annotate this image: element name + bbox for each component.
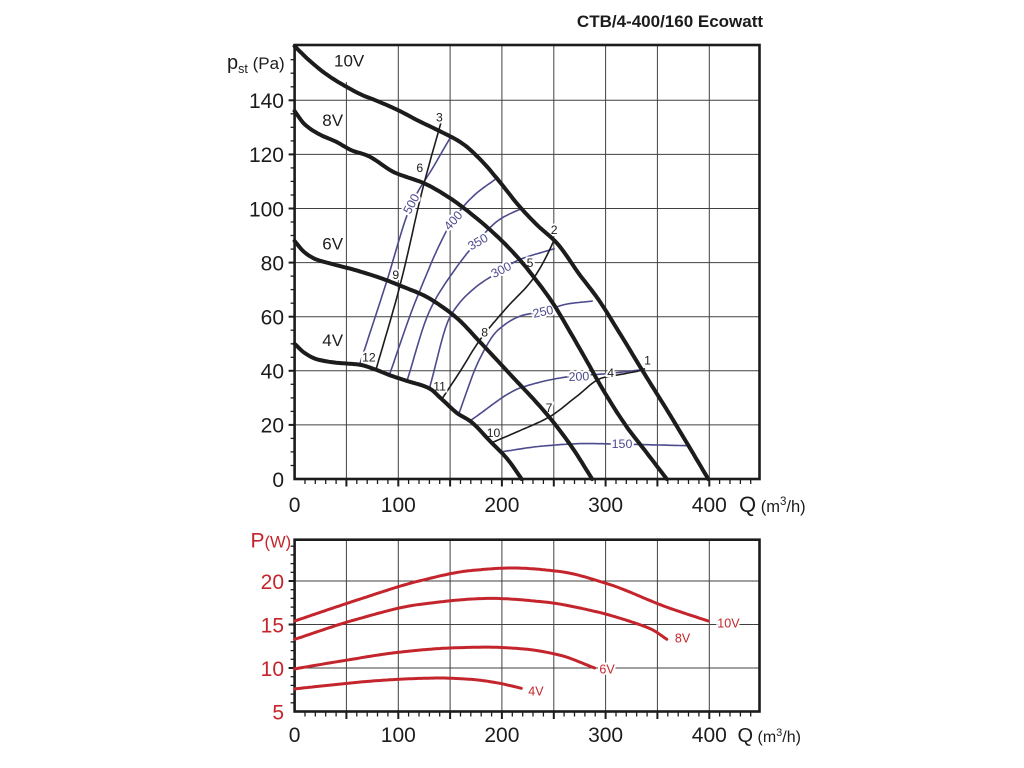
svg-text:6V: 6V <box>599 662 615 676</box>
svg-text:200: 200 <box>484 724 519 747</box>
svg-text:40: 40 <box>261 361 284 384</box>
svg-text:12: 12 <box>362 350 376 364</box>
svg-text:Q (m3/h): Q (m3/h) <box>738 725 801 747</box>
svg-text:9: 9 <box>392 268 399 282</box>
svg-text:400: 400 <box>692 494 727 517</box>
svg-text:300: 300 <box>588 494 623 517</box>
svg-text:6V: 6V <box>322 235 343 254</box>
svg-text:300: 300 <box>588 724 623 747</box>
svg-text:120: 120 <box>249 144 284 167</box>
svg-text:4: 4 <box>607 366 614 380</box>
svg-text:100: 100 <box>381 724 416 747</box>
svg-text:P(W): P(W) <box>251 530 292 553</box>
svg-text:6: 6 <box>416 161 423 175</box>
svg-text:200: 200 <box>484 494 519 517</box>
svg-text:3: 3 <box>436 111 443 125</box>
svg-text:pst (Pa): pst (Pa) <box>227 52 285 76</box>
svg-text:8: 8 <box>481 325 488 339</box>
svg-text:1: 1 <box>644 353 651 367</box>
svg-text:5: 5 <box>272 701 284 724</box>
svg-text:60: 60 <box>261 307 284 330</box>
svg-text:100: 100 <box>381 494 416 517</box>
svg-text:200: 200 <box>568 369 589 384</box>
svg-text:80: 80 <box>261 252 284 275</box>
svg-text:10V: 10V <box>717 617 740 631</box>
svg-text:8V: 8V <box>322 111 343 130</box>
svg-text:10V: 10V <box>334 51 365 70</box>
svg-text:0: 0 <box>289 724 301 747</box>
svg-text:8V: 8V <box>675 631 691 645</box>
svg-text:15: 15 <box>261 614 284 637</box>
svg-text:4V: 4V <box>528 684 544 698</box>
svg-text:20: 20 <box>261 415 284 438</box>
svg-text:4V: 4V <box>322 331 343 350</box>
svg-text:0: 0 <box>272 469 284 492</box>
svg-text:10: 10 <box>261 658 284 681</box>
svg-text:2: 2 <box>551 223 558 237</box>
svg-text:CTB/4-400/160 Ecowatt: CTB/4-400/160 Ecowatt <box>577 12 763 31</box>
svg-text:0: 0 <box>289 494 301 517</box>
svg-text:5: 5 <box>527 256 534 270</box>
svg-text:140: 140 <box>249 90 284 113</box>
svg-text:20: 20 <box>261 571 284 594</box>
svg-text:100: 100 <box>249 198 284 221</box>
svg-text:150: 150 <box>612 437 633 451</box>
svg-text:400: 400 <box>692 724 727 747</box>
svg-text:250: 250 <box>531 303 554 321</box>
svg-text:7: 7 <box>546 401 553 415</box>
